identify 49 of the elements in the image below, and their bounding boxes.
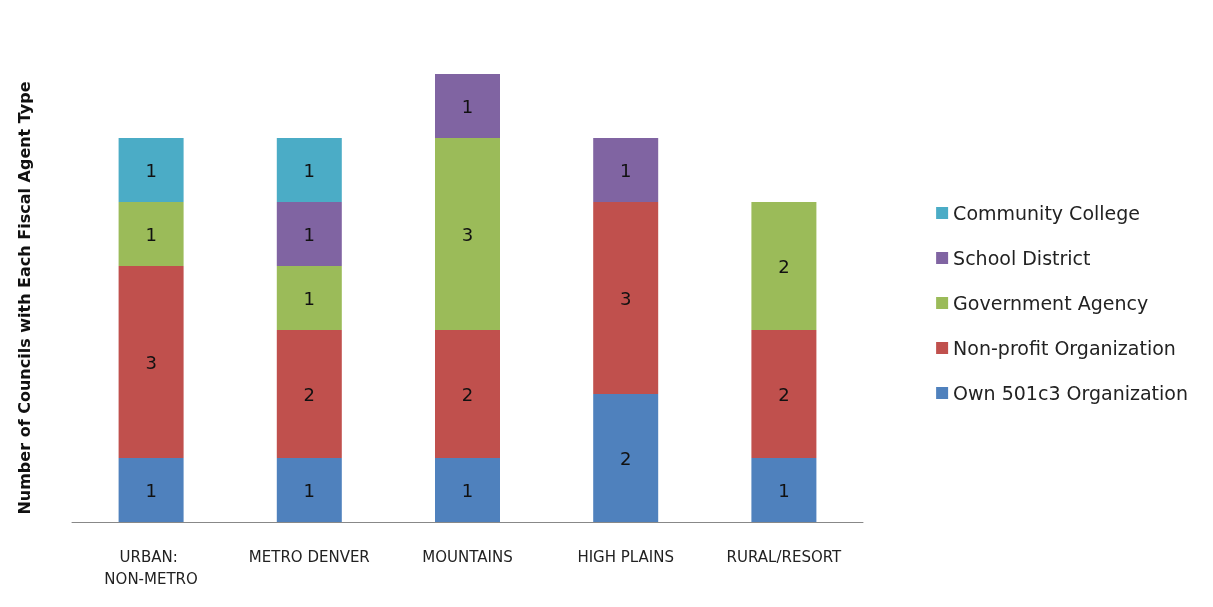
data-label: 1 [461,479,474,501]
bar [276,330,342,458]
data-label: 3 [461,223,474,245]
bar [751,202,817,330]
bar [276,202,342,266]
data-label: 1 [619,159,632,181]
bar [276,266,342,330]
data-label: 1 [461,95,474,117]
x-tick-label: MOUNTAINS [422,548,513,566]
bar [751,330,817,458]
legend-label: Own 501c3 Organization [953,382,1189,404]
data-label: 2 [778,255,790,277]
x-tick-label: METRO DENVER [248,548,370,566]
legend-label: Community College [953,202,1141,224]
data-label: 1 [303,479,316,501]
data-label: 1 [145,223,157,245]
x-tick-label: RURAL/RESORT [726,548,843,566]
bar [593,202,659,394]
data-label: 1 [778,479,790,501]
legend-label: Non-profit Organization [953,337,1176,359]
bar [751,458,817,522]
x-tick-label: HIGH PLAINS [577,548,674,566]
data-label: 1 [303,287,316,309]
bar [593,138,659,202]
data-label: 2 [619,447,632,469]
data-label: 2 [461,383,474,405]
bar [118,138,184,202]
data-label: 1 [303,223,316,245]
data-label: 1 [145,479,157,501]
data-label: 2 [303,383,316,405]
bar [435,330,500,458]
data-label: 3 [145,351,157,373]
data-label: 2 [778,383,790,405]
bar [435,138,500,330]
legend-label: Government Agency [953,292,1149,314]
data-label: 3 [619,287,632,309]
bar [118,266,184,458]
bar [435,74,500,138]
bar [593,394,659,522]
bar [276,458,342,522]
legend-label: School District [953,247,1091,269]
bar [276,138,342,202]
bar [435,458,500,522]
data-label: 1 [145,159,157,181]
bar [118,458,184,522]
bar [118,202,184,266]
data-label: 1 [303,159,316,181]
y-axis-title: Number of Councils with Each Fiscal Agent Type [14,81,34,515]
x-tick-label: URBAN: NON-METRO [104,548,198,588]
